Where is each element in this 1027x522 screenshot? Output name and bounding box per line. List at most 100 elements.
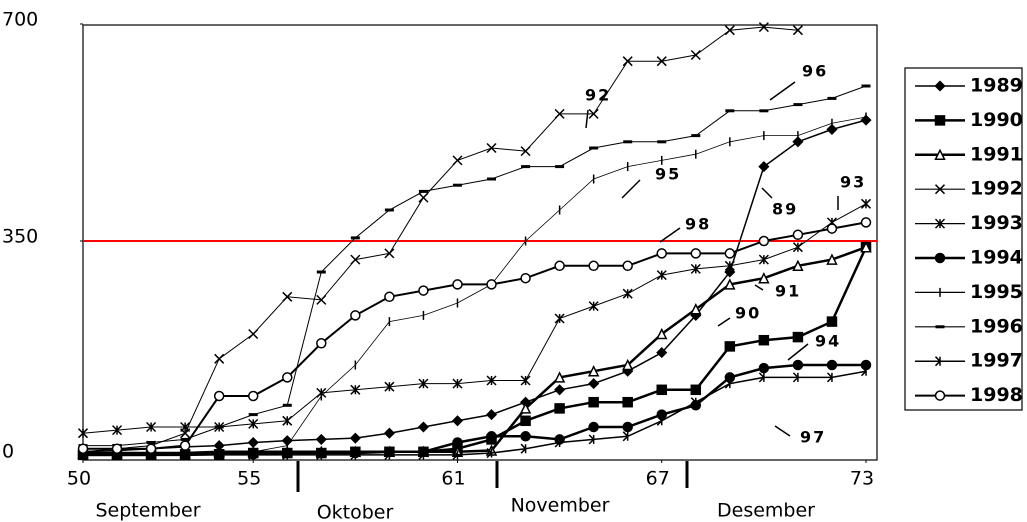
marker bbox=[316, 294, 327, 305]
annotation: 95 bbox=[655, 165, 681, 184]
marker bbox=[758, 254, 769, 265]
marker bbox=[418, 449, 425, 460]
legend-marker bbox=[934, 390, 946, 401]
marker bbox=[690, 384, 702, 396]
marker bbox=[520, 375, 531, 386]
marker bbox=[179, 440, 191, 451]
annotation-arrow bbox=[754, 284, 764, 291]
marker bbox=[656, 248, 667, 259]
marker bbox=[622, 260, 633, 272]
series-line bbox=[82, 119, 867, 453]
marker bbox=[316, 449, 323, 460]
marker bbox=[282, 449, 289, 460]
marker bbox=[826, 253, 838, 265]
marker bbox=[112, 425, 123, 436]
annotation-arrow bbox=[585, 109, 589, 129]
marker bbox=[486, 375, 497, 386]
marker bbox=[145, 443, 157, 454]
legend-entry: 1991 bbox=[915, 143, 1023, 165]
series-line bbox=[82, 26, 798, 453]
marker bbox=[418, 378, 429, 389]
legend-label: 1993 bbox=[970, 212, 1023, 234]
marker bbox=[486, 448, 493, 459]
marker bbox=[486, 279, 497, 290]
marker bbox=[656, 347, 668, 359]
marker bbox=[860, 366, 868, 377]
series-line bbox=[83, 246, 867, 455]
month-label: Oktober bbox=[317, 502, 394, 522]
marker bbox=[349, 432, 361, 444]
marker bbox=[588, 301, 599, 312]
marker bbox=[826, 123, 838, 135]
marker bbox=[417, 421, 429, 433]
marker bbox=[690, 49, 701, 61]
marker bbox=[758, 235, 770, 247]
x-tick-label: 73 bbox=[850, 468, 874, 490]
x-tick-label: 61 bbox=[441, 468, 465, 490]
marker bbox=[622, 396, 633, 408]
marker bbox=[77, 443, 89, 454]
series-line bbox=[83, 363, 866, 457]
annotation: 98 bbox=[685, 215, 711, 234]
marker bbox=[350, 310, 361, 321]
marker bbox=[247, 390, 259, 402]
series-line bbox=[82, 203, 867, 434]
marker bbox=[656, 384, 667, 396]
marker bbox=[486, 142, 497, 154]
marker bbox=[792, 372, 799, 383]
legend-entry: 1998 bbox=[915, 384, 1023, 406]
marker bbox=[622, 431, 629, 442]
marker bbox=[724, 260, 735, 271]
legend-entry: 1996 bbox=[915, 315, 1023, 337]
legend-marker bbox=[934, 218, 946, 229]
marker bbox=[690, 263, 701, 274]
marker bbox=[588, 378, 600, 390]
series-line bbox=[83, 116, 867, 456]
marker bbox=[554, 403, 565, 414]
annotation: 92 bbox=[585, 86, 611, 105]
marker bbox=[214, 353, 225, 364]
marker bbox=[656, 56, 667, 67]
marker bbox=[214, 449, 221, 460]
marker bbox=[826, 316, 838, 327]
marker bbox=[758, 161, 770, 173]
marker bbox=[520, 431, 531, 442]
marker bbox=[588, 396, 599, 408]
marker bbox=[588, 434, 595, 445]
annotation: 89 bbox=[772, 200, 798, 219]
marker bbox=[622, 421, 633, 433]
series-line bbox=[83, 85, 867, 447]
marker bbox=[452, 378, 463, 389]
legend-entry: 1995 bbox=[915, 281, 1023, 303]
legend-entry: 1992 bbox=[915, 178, 1023, 200]
marker bbox=[451, 415, 464, 427]
annotation-arrow bbox=[659, 227, 681, 243]
annotation: 93 bbox=[840, 173, 866, 192]
legend-label: 1994 bbox=[970, 247, 1023, 269]
marker bbox=[282, 372, 293, 383]
legend-label: 1991 bbox=[970, 143, 1023, 165]
annotation: 94 bbox=[815, 332, 841, 351]
marker bbox=[452, 279, 463, 290]
marker bbox=[724, 266, 736, 278]
legend-entry: 1993 bbox=[915, 212, 1023, 234]
marker bbox=[622, 288, 633, 299]
marker bbox=[588, 108, 599, 119]
marker bbox=[860, 217, 872, 228]
legend-label: 1995 bbox=[970, 281, 1023, 303]
annotation-arrow bbox=[761, 187, 773, 199]
month-label: Desember bbox=[717, 500, 815, 522]
annotation-arrow bbox=[787, 343, 809, 361]
legend-label: 1998 bbox=[970, 384, 1023, 406]
series-line bbox=[83, 370, 867, 456]
marker bbox=[656, 415, 663, 426]
marker bbox=[554, 108, 565, 119]
marker bbox=[554, 437, 561, 448]
marker bbox=[587, 365, 600, 377]
marker bbox=[724, 25, 735, 36]
legend-frame bbox=[904, 67, 1023, 411]
marker bbox=[248, 328, 259, 340]
marker bbox=[588, 260, 599, 272]
marker bbox=[418, 285, 429, 296]
